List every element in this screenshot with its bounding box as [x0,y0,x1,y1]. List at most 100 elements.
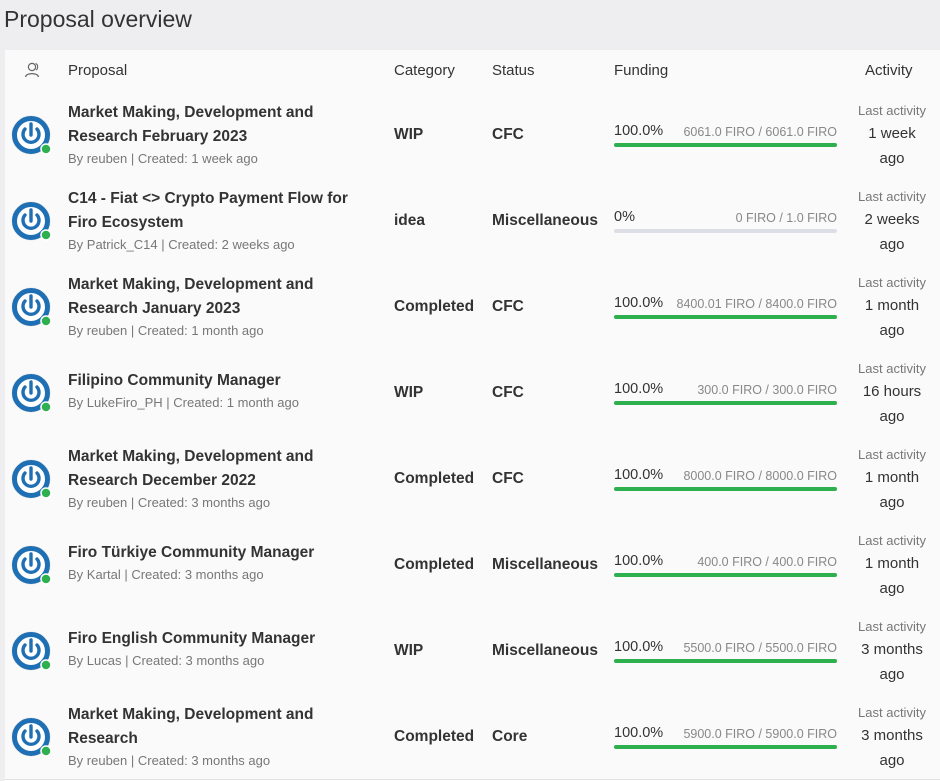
proposal-title-link[interactable]: C14 - Fiat <> Crypto Payment Flow for Fi… [68,190,348,231]
funding-amount: 300.0 FIRO / 300.0 FIRO [697,383,837,397]
header-funding[interactable]: Funding [614,62,669,79]
firo-avatar-icon[interactable] [11,545,53,587]
funding-progress-fill [614,745,837,749]
table-row[interactable]: Firo English Community Manager By Lucas … [5,607,940,694]
funding-cell: 100.0% 300.0 FIRO / 300.0 FIRO [614,381,837,411]
proposal-meta: By Patrick_C14 | Created: 2 weeks ago [68,237,295,252]
funding-cell: 100.0% 8400.01 FIRO / 8400.0 FIRO [614,295,837,325]
proposal-title-link[interactable]: Market Making, Development and Research [68,706,314,747]
table-header: Proposal Category Status Funding Activit… [5,50,940,92]
activity-value-line1: 1 week [868,125,916,142]
activity-value-line2: ago [879,236,905,253]
firo-avatar-icon[interactable] [11,201,53,243]
category-label: Completed [394,728,475,745]
status-label: Miscellaneous [492,642,598,659]
activity-value-line1: 2 weeks [864,211,920,228]
activity-value-line1: 3 months [861,641,923,658]
funding-cell: 100.0% 8000.0 FIRO / 8000.0 FIRO [614,467,837,497]
activity-value-line2: ago [879,322,905,339]
activity-value-line1: 1 month [864,297,920,314]
header-category[interactable]: Category [394,62,455,79]
activity-value-line2: ago [879,580,905,597]
funding-percent: 100.0% [614,553,664,569]
proposal-title-link[interactable]: Market Making, Development and Research … [68,276,314,317]
funding-progress-fill [614,401,837,405]
status-label: CFC [492,384,524,401]
activity-value-line1: 1 month [864,555,920,572]
proposal-meta: By Kartal | Created: 3 months ago [68,567,264,582]
activity-value-line1: 3 months [861,727,923,744]
activity-label: Last activity [858,447,926,462]
funding-percent: 100.0% [614,639,664,655]
proposal-title-link[interactable]: Filipino Community Manager [68,372,281,389]
funding-progress-fill [614,659,837,663]
funding-amount: 6061.0 FIRO / 6061.0 FIRO [683,125,837,139]
proposal-title-link[interactable]: Firo English Community Manager [68,630,316,647]
funding-amount: 8000.0 FIRO / 8000.0 FIRO [683,469,837,483]
funding-cell: 100.0% 5900.0 FIRO / 5900.0 FIRO [614,725,837,755]
table-row[interactable]: Market Making, Development and Research … [5,435,940,522]
activity-cell: Last activity 1 month ago [847,445,937,515]
funding-amount: 0 FIRO / 1.0 FIRO [735,211,837,225]
funding-progress-track [614,401,837,405]
table-row[interactable]: Filipino Community Manager By LukeFiro_P… [5,349,940,436]
activity-value-line1: 16 hours [862,383,922,400]
category-label: Completed [394,556,475,573]
firo-avatar-icon[interactable] [11,115,53,157]
funding-percent: 100.0% [614,725,664,741]
status-label: Miscellaneous [492,212,598,229]
firo-avatar-icon[interactable] [11,287,53,329]
funding-percent: 100.0% [614,295,664,311]
proposal-meta: By reuben | Created: 1 month ago [68,323,264,338]
status-label: CFC [492,470,524,487]
activity-label: Last activity [858,619,926,634]
activity-value-line2: ago [879,150,905,167]
proposal-title-link[interactable]: Market Making, Development and Research … [68,104,314,145]
table-row[interactable]: Market Making, Development and Research … [5,693,940,780]
category-label: WIP [394,642,424,659]
proposal-title-link[interactable]: Market Making, Development and Research … [68,448,314,489]
table-row[interactable]: Market Making, Development and Research … [5,263,940,350]
funding-progress-track [614,573,837,577]
page-title: Proposal overview [4,6,192,32]
firo-avatar-icon[interactable] [11,459,53,501]
funding-amount: 5500.0 FIRO / 5500.0 FIRO [683,641,837,655]
status-label: CFC [492,126,524,143]
status-label: CFC [492,298,524,315]
funding-progress-track [614,315,837,319]
funding-percent: 100.0% [614,123,664,139]
activity-label: Last activity [858,189,926,204]
funding-progress-track [614,659,837,663]
funding-cell: 0% 0 FIRO / 1.0 FIRO [614,209,837,239]
proposal-meta: By reuben | Created: 3 months ago [68,495,271,510]
activity-value-line1: 1 month [864,469,920,486]
firo-avatar-icon[interactable] [11,373,53,415]
header-status[interactable]: Status [492,62,535,79]
table-row[interactable]: Market Making, Development and Research … [5,91,940,178]
category-label: Completed [394,298,475,315]
funding-amount: 5900.0 FIRO / 5900.0 FIRO [683,727,837,741]
table-row[interactable]: C14 - Fiat <> Crypto Payment Flow for Fi… [5,177,940,264]
funding-percent: 0% [614,209,635,225]
activity-label: Last activity [858,361,926,376]
activity-value-line2: ago [879,408,905,425]
firo-avatar-icon[interactable] [11,631,53,673]
proposal-meta: By reuben | Created: 1 week ago [68,151,258,166]
activity-value-line2: ago [879,752,905,769]
proposal-title-link[interactable]: Firo Türkiye Community Manager [68,544,315,561]
funding-amount: 8400.01 FIRO / 8400.0 FIRO [676,297,838,311]
header-activity[interactable]: Activity [865,62,913,79]
activity-cell: Last activity 3 months ago [847,703,937,773]
status-label: Miscellaneous [492,556,598,573]
activity-cell: Last activity 2 weeks ago [847,187,937,257]
activity-label: Last activity [858,705,926,720]
firo-avatar-icon[interactable] [11,717,53,759]
table-row[interactable]: Firo Türkiye Community Manager By Kartal… [5,521,940,608]
funding-percent: 100.0% [614,381,664,397]
funding-cell: 100.0% 5500.0 FIRO / 5500.0 FIRO [614,639,837,669]
activity-cell: Last activity 1 month ago [847,273,937,343]
category-label: Completed [394,470,475,487]
proposal-table: Proposal Category Status Funding Activit… [5,50,940,781]
header-proposal[interactable]: Proposal [68,62,128,79]
funding-progress-fill [614,573,837,577]
